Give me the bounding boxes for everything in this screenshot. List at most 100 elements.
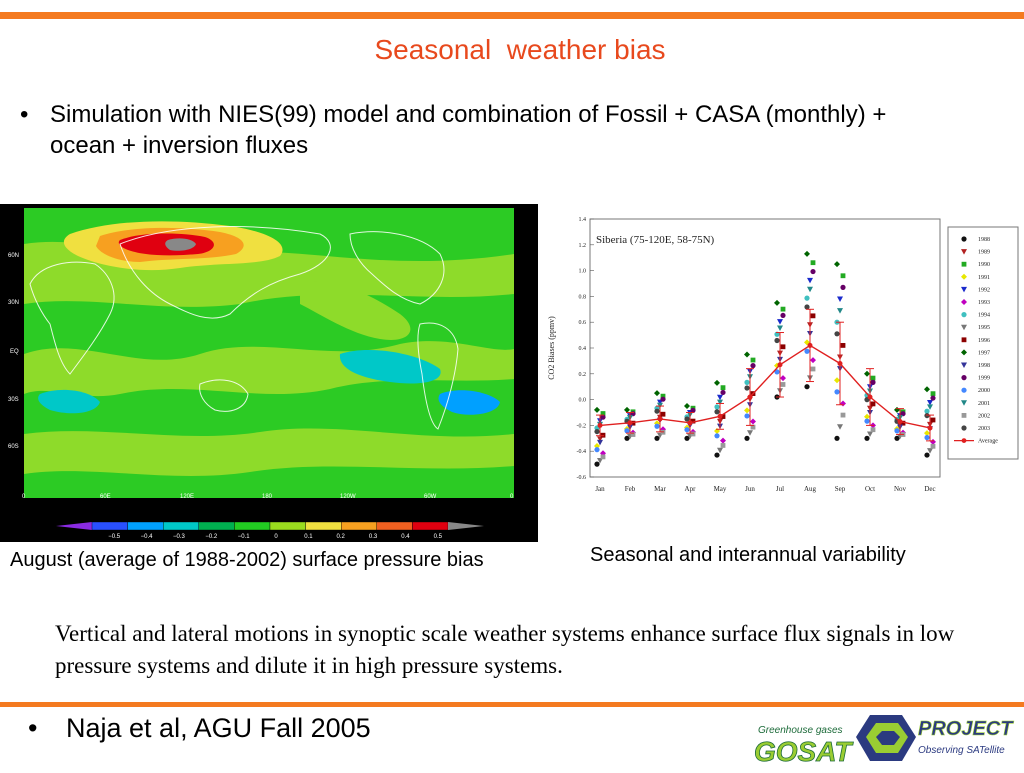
chart-year-point bbox=[870, 379, 876, 385]
bullet-dot: • bbox=[20, 101, 29, 128]
colorbar-cell bbox=[234, 521, 271, 531]
chart-year-point bbox=[834, 377, 840, 384]
colorbar-tick-label: 0.5 bbox=[434, 534, 443, 540]
chart-average-point bbox=[687, 420, 693, 426]
legend-marker bbox=[961, 387, 967, 393]
chart-year-point bbox=[600, 411, 606, 416]
chart-y-tick-label: 0.0 bbox=[579, 398, 587, 404]
legend-label: Average bbox=[978, 439, 998, 445]
chart-year-point bbox=[864, 370, 870, 377]
chart-year-point bbox=[780, 306, 786, 312]
chart-year-point bbox=[777, 319, 783, 325]
chart-y-label: CO2 Biases (ppmv) bbox=[547, 316, 556, 380]
map-colorbar bbox=[56, 521, 484, 531]
chart-year-point bbox=[654, 435, 660, 441]
legend-marker bbox=[961, 362, 967, 368]
map-positive-siberia-max bbox=[165, 238, 196, 251]
chart-year-point bbox=[720, 443, 726, 448]
chart-year-point bbox=[654, 423, 660, 429]
chart-year-point bbox=[630, 420, 636, 426]
map-negative-south-west bbox=[438, 390, 500, 415]
lon-label: 180 bbox=[262, 494, 273, 500]
chart-x-tick-label: Dec bbox=[924, 485, 935, 493]
lon-label: 60W bbox=[424, 494, 437, 500]
colorbar-tick-label: 0.4 bbox=[401, 534, 410, 540]
chart-year-point bbox=[744, 435, 750, 441]
chart-x-tick-label: Aug bbox=[804, 485, 817, 493]
chart-year-point bbox=[924, 386, 930, 393]
legend-marker bbox=[961, 337, 967, 343]
map-patch-pacific bbox=[300, 281, 411, 340]
chart-year-point bbox=[870, 427, 876, 433]
chart-y-tick-label: -0.6 bbox=[577, 475, 587, 481]
legend-label: 1994 bbox=[978, 313, 990, 319]
lon-label: 120W bbox=[340, 494, 356, 500]
lon-label: 0 bbox=[510, 494, 514, 500]
chart-year-point bbox=[930, 417, 936, 423]
chart-year-point bbox=[804, 295, 810, 301]
chart-year-point bbox=[780, 375, 786, 382]
chart-average-point bbox=[597, 422, 603, 428]
chart-average-path bbox=[599, 344, 931, 429]
legend-label: 1992 bbox=[978, 287, 990, 293]
chart-year-point bbox=[930, 395, 936, 401]
colorbar-cell bbox=[198, 521, 235, 531]
colorbar-cell bbox=[341, 521, 378, 531]
legend-label: 1999 bbox=[978, 376, 990, 382]
chart-year-point bbox=[660, 396, 666, 402]
chart-year-point bbox=[810, 260, 816, 266]
gosat-logo-graphic: Greenhouse gases GOSAT PROJECT Observing… bbox=[754, 715, 1015, 767]
bias-map-figure: 60N 30N EQ 30S 60S 0 60E 120E 180 120W 6… bbox=[0, 204, 538, 542]
chart-year-point bbox=[930, 443, 936, 449]
seasonal-chart: Siberia (75-120E, 58-75N) CO2 Biases (pp… bbox=[538, 205, 1024, 503]
logo-project-text: PROJECT bbox=[918, 718, 1014, 740]
legend-label: 2002 bbox=[978, 413, 990, 419]
legend-marker bbox=[961, 349, 967, 356]
logo-tagline-text: Observing SATellite bbox=[918, 745, 1005, 756]
legend-label: 2003 bbox=[978, 426, 990, 432]
chart-year-point bbox=[690, 407, 696, 413]
chart-x-tick-label: Oct bbox=[865, 485, 875, 493]
chart-year-point bbox=[924, 408, 930, 414]
chart-year-point bbox=[594, 428, 600, 435]
chart-average-point bbox=[777, 362, 783, 368]
lon-label: 0 bbox=[22, 494, 26, 500]
chart-year-point bbox=[684, 435, 690, 441]
chart-year-point bbox=[774, 337, 780, 344]
colorbar-arrow-right bbox=[448, 522, 484, 530]
chart-year-point bbox=[804, 384, 810, 390]
legend-marker bbox=[961, 324, 967, 331]
chart-year-point bbox=[717, 394, 723, 401]
map-colorbar-ticks: −0.5 −0.4 −0.3 −0.2 −0.1 0 0.1 0.2 0.3 0.4 0.5 bbox=[108, 534, 442, 540]
bias-map: 60N 30N EQ 30S 60S 0 60E 120E 180 120W 6… bbox=[0, 204, 538, 542]
chart-year-point bbox=[690, 431, 696, 437]
chart-average-point bbox=[657, 416, 663, 422]
map-negative-east-pacific bbox=[339, 349, 441, 384]
chart-year-point bbox=[600, 432, 606, 438]
chart-x-tick-label: Apr bbox=[685, 485, 697, 493]
colorbar-tick-label: −0.2 bbox=[205, 534, 218, 540]
chart-year-point bbox=[594, 447, 600, 453]
chart-year-point bbox=[807, 286, 813, 293]
chart-year-point bbox=[597, 436, 603, 442]
chart-year-point bbox=[744, 379, 750, 385]
colorbar-cell bbox=[269, 521, 306, 531]
chart-year-point bbox=[714, 427, 720, 434]
legend-marker bbox=[961, 261, 967, 267]
chart-x-tick-label: Jul bbox=[776, 485, 784, 493]
chart-year-point bbox=[714, 452, 720, 458]
chart-year-point bbox=[750, 424, 756, 430]
chart-year-point bbox=[594, 461, 600, 467]
colorbar-tick-label: 0.3 bbox=[369, 534, 378, 540]
lat-label: 60N bbox=[8, 253, 19, 259]
logo-hexagon-core bbox=[876, 731, 900, 745]
chart-year-point bbox=[810, 357, 816, 364]
chart-year-point bbox=[684, 427, 690, 433]
chart-year-point bbox=[834, 261, 840, 268]
chart-title: Siberia (75-120E, 58-75N) bbox=[596, 234, 715, 246]
gosat-logo: Greenhouse gases GOSAT PROJECT Observing… bbox=[750, 713, 1024, 768]
chart-legend: 1988 1989 1990 1991 1992 1993 1994 1995 1996 1997… bbox=[954, 236, 998, 445]
chart-year-point bbox=[744, 407, 750, 414]
chart-year-point bbox=[924, 434, 930, 441]
chart-average-line bbox=[597, 342, 933, 431]
